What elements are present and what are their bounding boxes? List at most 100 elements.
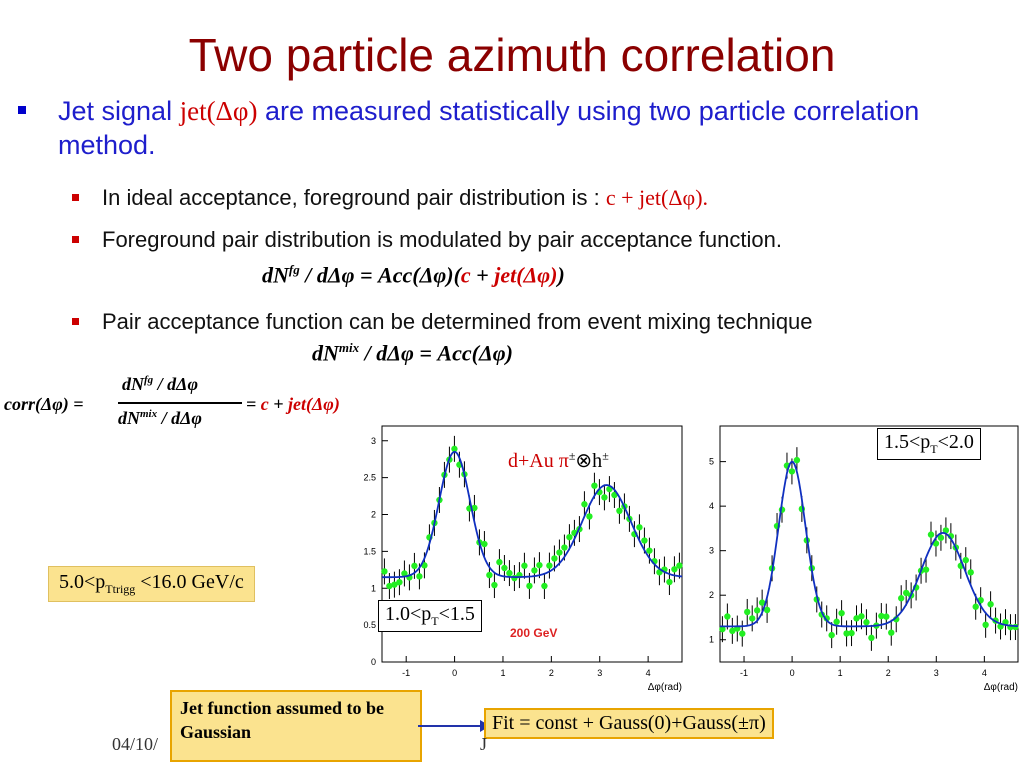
data-point	[724, 613, 731, 620]
data-point	[561, 544, 568, 551]
data-point	[838, 609, 845, 617]
data-point	[381, 568, 388, 575]
fit-formula-box: Fit = const + Gauss(0)+Gauss(±π)	[484, 708, 774, 739]
x-tick-label: 0	[790, 668, 795, 678]
ideal-formula: c + jet(Δφ).	[605, 185, 709, 210]
data-point	[536, 561, 543, 569]
data-point	[927, 531, 935, 538]
dau-label: d+Au π±⊗h±	[508, 448, 609, 472]
x-tick-label: 1	[838, 668, 843, 678]
y-tick-label: 1	[709, 635, 714, 645]
footer-date: 04/10/	[112, 734, 159, 754]
mix-equation: dNmix / dΔφ = Acc(Δφ)	[312, 340, 513, 366]
data-point	[753, 607, 761, 614]
data-point	[863, 619, 870, 626]
data-point	[671, 566, 678, 573]
data-point	[586, 513, 593, 520]
main-bullet-suffix: are measured statistically using two par…	[58, 96, 920, 160]
pt-range-box-left: 1.0<pT<1.5	[378, 600, 482, 632]
data-point	[491, 581, 498, 589]
y-tick-label: 2	[709, 590, 714, 600]
data-point	[868, 634, 875, 642]
bullet-marker	[18, 100, 34, 114]
energy-label: 200 GeV	[510, 626, 558, 640]
x-tick-label: 3	[597, 668, 602, 678]
data-point	[763, 606, 771, 614]
data-point	[858, 613, 865, 620]
data-point	[646, 547, 653, 554]
y-tick-label: 2	[371, 510, 376, 520]
data-point	[962, 556, 969, 564]
data-point	[451, 445, 458, 453]
data-point	[401, 570, 408, 577]
y-tick-label: 0	[371, 657, 376, 667]
data-point	[391, 581, 398, 588]
data-point	[883, 613, 890, 620]
main-bullet: Jet signal jet(Δφ) are measured statisti…	[58, 94, 1008, 162]
data-point	[581, 501, 588, 508]
data-point	[793, 456, 801, 464]
x-tick-label: 2	[886, 668, 891, 678]
data-point	[506, 569, 513, 577]
jet-symbol: jet(Δφ)	[179, 96, 258, 126]
slide-title: Two particle azimuth correlation	[188, 29, 836, 81]
x-axis-label: Δφ(rad)	[648, 682, 682, 693]
data-point	[972, 603, 979, 610]
x-axis-label: Δφ(rad)	[984, 682, 1018, 693]
data-point	[744, 608, 751, 616]
plot-frame	[381, 425, 683, 663]
data-point	[481, 540, 488, 548]
data-point	[416, 573, 423, 580]
jet-gaussian-note: Jet function assumed to be Gaussian	[170, 690, 422, 762]
data-point	[902, 589, 910, 597]
data-point	[758, 599, 766, 606]
data-point	[1012, 623, 1019, 631]
y-tick-label: 4	[709, 501, 714, 511]
data-point	[898, 595, 905, 602]
plot-frame	[719, 425, 1019, 663]
data-point	[729, 627, 736, 635]
data-point	[566, 533, 573, 541]
data-point	[616, 507, 623, 515]
y-tick-label: 2.5	[363, 473, 376, 483]
pt-range-box-right: 1.5<pT<2.0	[877, 428, 981, 460]
y-tick-label: 3	[371, 436, 376, 446]
data-point	[636, 524, 643, 531]
data-point	[396, 578, 403, 586]
data-point	[601, 494, 608, 501]
data-point	[386, 582, 393, 590]
y-tick-label: 1	[371, 583, 376, 593]
trigger-pt-box: 5.0<pTtrigg <16.0 GeV/c	[48, 566, 255, 602]
data-point	[848, 629, 855, 637]
arrow-icon	[418, 720, 490, 732]
data-point	[556, 549, 563, 556]
data-point	[521, 562, 528, 569]
data-point	[526, 582, 533, 590]
y-tick-label: 0.5	[363, 620, 376, 630]
data-point	[878, 612, 885, 620]
data-point	[739, 630, 746, 637]
data-point	[982, 621, 989, 629]
data-point	[749, 615, 756, 622]
data-point	[853, 615, 860, 622]
x-tick-label: 4	[982, 668, 987, 678]
x-tick-label: -1	[402, 668, 410, 678]
x-tick-label: 0	[452, 668, 457, 678]
fit-curve	[382, 450, 683, 579]
data-point	[967, 569, 974, 576]
footer-text: J	[480, 734, 488, 754]
data-point	[676, 562, 683, 569]
foreground-equation: dNfg / dΔφ = Acc(Δφ)(c + jet(Δφ))	[262, 262, 565, 288]
data-point	[987, 601, 994, 608]
main-bullet-prefix: Jet signal	[58, 96, 180, 126]
data-point	[788, 468, 796, 475]
data-point	[942, 527, 950, 534]
correlation-plot-left: -1 0 1 2 3 4 0 0.5 1 1.5 2 2.5 3 Δφ(rad)	[363, 425, 683, 693]
data-point	[546, 562, 553, 569]
data-point	[719, 625, 726, 633]
data-point	[833, 618, 840, 625]
data-point	[501, 564, 508, 572]
x-tick-label: 3	[934, 668, 939, 678]
data-point	[932, 540, 940, 547]
sub-bullet-2: Foreground pair distribution is modulate…	[72, 226, 782, 254]
